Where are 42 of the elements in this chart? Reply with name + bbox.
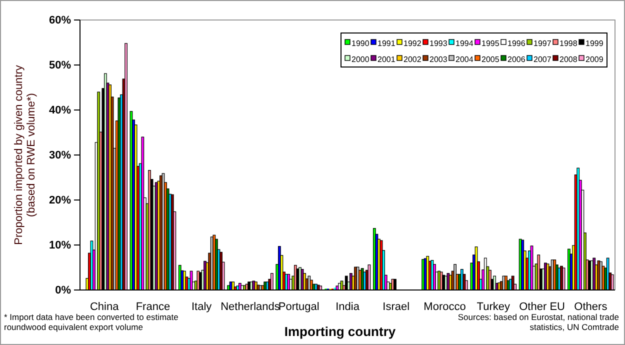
legend-label: 2005 [482, 55, 500, 64]
legend-label: 1995 [482, 39, 500, 48]
y-tick-label: 50% [48, 60, 72, 72]
y-tick-label: 20% [48, 194, 72, 207]
source-note: Sources: based on Eurostat, national trade statistics, UN Comtrade [458, 312, 620, 332]
y-tick-label: 0% [55, 284, 72, 297]
x-tick-label: Others [574, 300, 608, 313]
y-tick-label: 30% [48, 150, 72, 162]
x-tick-label: Netherlands [220, 300, 280, 313]
x-tick-label: Other EU [519, 300, 566, 313]
legend-label: 1996 [508, 39, 526, 48]
legend-label: 2007 [534, 55, 552, 64]
y-tick-label: 40% [48, 104, 72, 117]
legend-label: 2009 [586, 55, 604, 64]
y-axis-title: Proportion imported by given country (based on RWE volume*) [13, 64, 38, 245]
x-axis-title: Importing country [284, 324, 396, 339]
y-tick-label: 60% [48, 14, 72, 27]
x-tick-label: Morocco [424, 300, 466, 313]
legend-label: 2001 [378, 55, 396, 64]
x-tick-label: China [90, 300, 120, 313]
legend-label: 1994 [456, 39, 474, 48]
y-tick-label: 10% [48, 240, 72, 252]
legend-label: 1999 [586, 39, 604, 48]
legend-label: 1997 [534, 39, 552, 48]
x-tick-label: Israel [382, 300, 410, 313]
legend-label: 1990 [352, 39, 370, 48]
legend-label: 2004 [456, 55, 474, 64]
legend-label: 1991 [378, 39, 396, 48]
legend-label: 2002 [404, 55, 422, 64]
legend-label: 1993 [430, 39, 448, 48]
legend-label: 2006 [508, 55, 526, 64]
legend-label: 2008 [560, 55, 578, 64]
x-tick-label: France [136, 300, 170, 313]
x-tick-label: India [336, 300, 360, 313]
x-tick-label: Portugal [278, 300, 320, 313]
legend-label: 2003 [430, 55, 448, 64]
legend-label: 1992 [404, 39, 422, 48]
x-tick-label: Italy [191, 300, 212, 313]
x-tick-label: Turkey [476, 300, 511, 313]
legend-label: 2000 [352, 55, 370, 64]
text: * Import data have been converted to estimate roundwood equivalent export volume [4, 312, 179, 332]
legend-label: 1998 [560, 39, 578, 48]
